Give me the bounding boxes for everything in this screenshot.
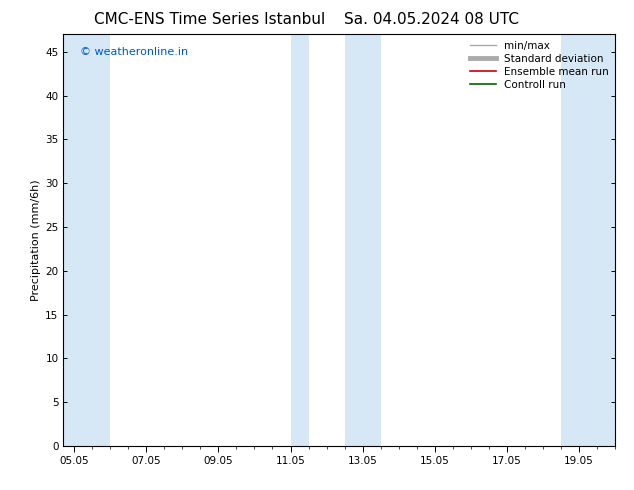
Bar <box>63 34 110 446</box>
Text: © weatheronline.in: © weatheronline.in <box>80 47 188 57</box>
Bar <box>345 34 380 446</box>
Bar <box>561 34 615 446</box>
Legend: min/max, Standard deviation, Ensemble mean run, Controll run: min/max, Standard deviation, Ensemble me… <box>465 36 613 94</box>
Text: Sa. 04.05.2024 08 UTC: Sa. 04.05.2024 08 UTC <box>344 12 519 27</box>
Bar <box>290 34 309 446</box>
Y-axis label: Precipitation (mm/6h): Precipitation (mm/6h) <box>31 179 41 301</box>
Text: CMC-ENS Time Series Istanbul: CMC-ENS Time Series Istanbul <box>94 12 325 27</box>
